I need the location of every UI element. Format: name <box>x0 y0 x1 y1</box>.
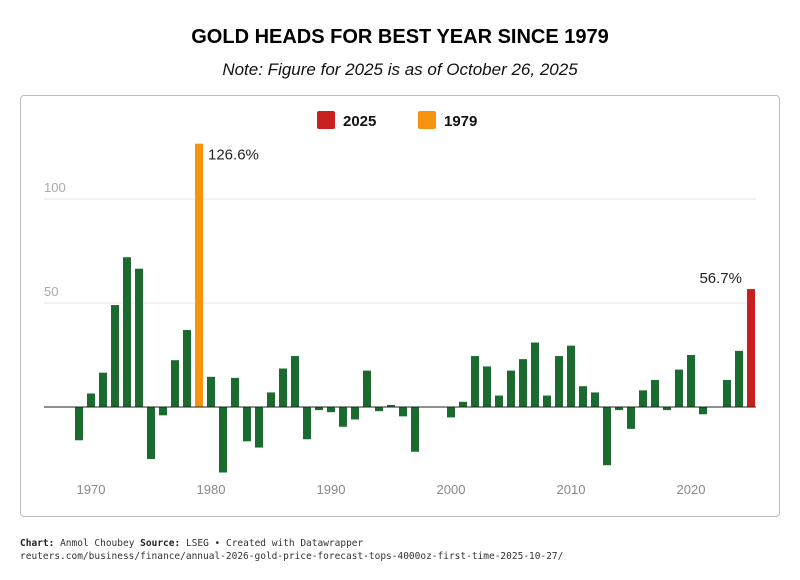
bar-1970 <box>87 393 95 407</box>
source-url: reuters.com/business/finance/annual-2026… <box>20 551 564 562</box>
bar-1984 <box>255 407 263 448</box>
bar-1974 <box>135 268 143 407</box>
bar-1976 <box>159 407 167 416</box>
y-tick-label: 50 <box>44 284 58 299</box>
bar-2020 <box>687 355 695 407</box>
bar-2014 <box>615 407 623 411</box>
bar-2012 <box>591 392 599 407</box>
bar-1975 <box>147 407 155 459</box>
bar-2000 <box>447 407 455 418</box>
bar-1983 <box>243 407 251 442</box>
bar-1995 <box>387 404 395 407</box>
data-label-2025: 56.7% <box>699 270 742 287</box>
legend-swatch-1979 <box>418 111 436 129</box>
bar-1996 <box>399 407 407 417</box>
bar-1981 <box>219 407 227 473</box>
bar-1977 <box>171 360 179 407</box>
data-label-1979: 126.6% <box>208 147 259 164</box>
x-tick-label: 2020 <box>677 482 706 497</box>
bar-1973 <box>123 257 131 407</box>
bar-2016 <box>639 390 647 407</box>
bar-2018 <box>663 407 671 411</box>
bar-2025 <box>747 289 755 407</box>
x-tick-label: 1980 <box>197 482 226 497</box>
bar-1987 <box>291 356 299 407</box>
bar-2003 <box>483 366 491 407</box>
x-tick-label: 2000 <box>437 482 466 497</box>
bar-2015 <box>627 407 635 429</box>
chart-label: Chart: <box>20 538 55 549</box>
footer: Chart: Anmol Choubey Source: LSEG • Crea… <box>20 537 563 563</box>
bar-1980 <box>207 376 215 407</box>
bar-1979 <box>195 143 203 407</box>
bar-1993 <box>363 370 371 407</box>
bar-1969 <box>75 407 83 441</box>
bar-1971 <box>99 372 107 407</box>
bar-2017 <box>651 379 659 407</box>
bar-1989 <box>315 407 323 411</box>
chart-author: Anmol Choubey <box>60 538 135 549</box>
bar-2021 <box>699 407 707 415</box>
bar-1991 <box>339 407 347 427</box>
bar-2024 <box>735 350 743 407</box>
bar-2005 <box>507 370 515 407</box>
x-tick-label: 1970 <box>77 482 106 497</box>
bar-2001 <box>459 401 467 407</box>
bar-1988 <box>303 407 311 440</box>
bar-1972 <box>111 305 119 407</box>
bar-2023 <box>723 379 731 407</box>
bar-1986 <box>279 368 287 407</box>
x-tick-label: 2010 <box>557 482 586 497</box>
bar-1985 <box>267 392 275 407</box>
bar-2006 <box>519 359 527 407</box>
x-tick-label: 1990 <box>317 482 346 497</box>
bar-2008 <box>543 395 551 407</box>
bar-2004 <box>495 395 503 407</box>
chart-panel <box>20 95 780 517</box>
bar-2011 <box>579 386 587 407</box>
chart-subtitle: Note: Figure for 2025 is as of October 2… <box>222 60 578 79</box>
bar-2013 <box>603 407 611 466</box>
bar-1992 <box>351 407 359 420</box>
chart-title: GOLD HEADS FOR BEST YEAR SINCE 1979 <box>191 26 609 48</box>
source-text: LSEG • Created with Datawrapper <box>185 538 364 549</box>
bar-2009 <box>555 356 563 407</box>
legend-label-1979: 1979 <box>444 113 477 130</box>
legend-swatch-2025 <box>317 111 335 129</box>
bar-2002 <box>471 356 479 407</box>
bar-2010 <box>567 345 575 407</box>
bar-1990 <box>327 407 335 413</box>
legend-label-2025: 2025 <box>343 113 376 130</box>
source-label: Source: <box>140 538 181 549</box>
bar-1982 <box>231 377 239 407</box>
bar-2007 <box>531 342 539 407</box>
bar-1997 <box>411 407 419 452</box>
bar-1978 <box>183 330 191 407</box>
bar-2019 <box>675 369 683 407</box>
bar-1994 <box>375 407 383 412</box>
y-tick-label: 100 <box>44 180 66 195</box>
bar-chart: 50 100 1970 1980 1990 2000 2010 2020 126.6% 56.7%… <box>44 111 756 497</box>
